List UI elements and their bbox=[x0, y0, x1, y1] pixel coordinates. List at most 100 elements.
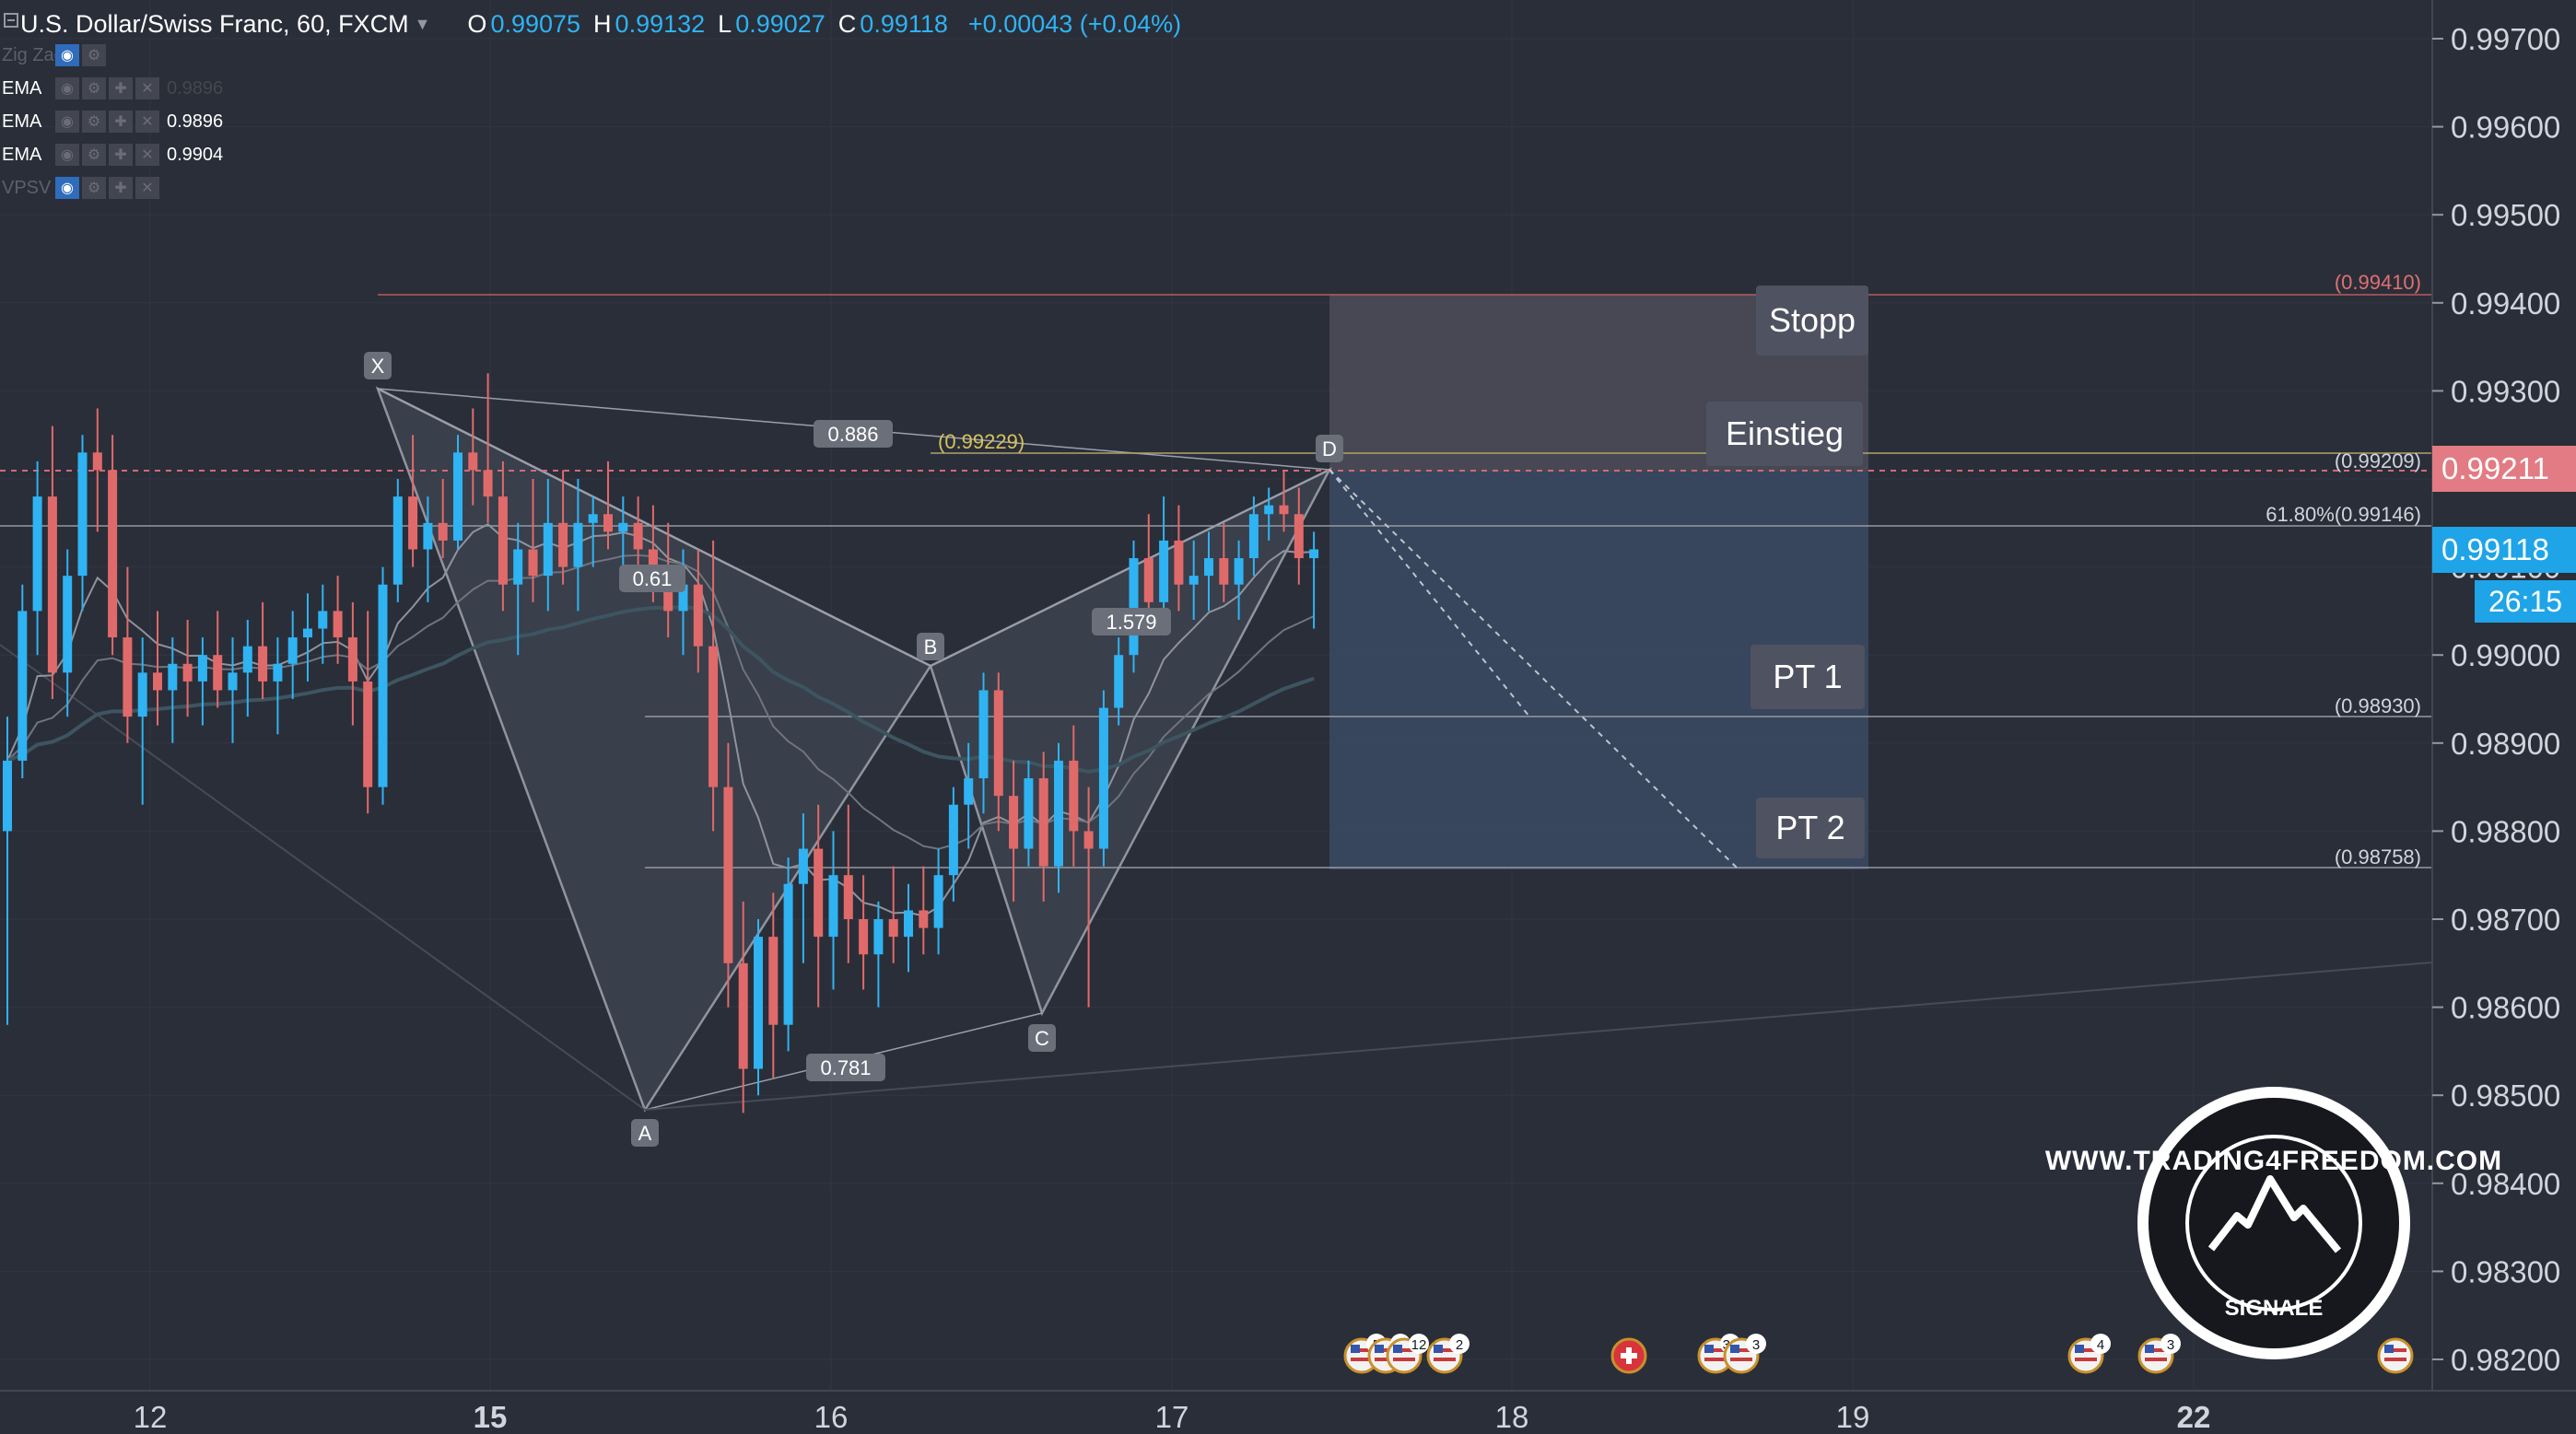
candle-body bbox=[1038, 778, 1048, 867]
candle-body bbox=[513, 549, 523, 585]
pt1-zone-label[interactable]: PT 1 bbox=[1751, 645, 1865, 709]
canton bbox=[2384, 1345, 2394, 1353]
us-event-icon: 4 bbox=[2067, 1334, 2111, 1374]
close-icon[interactable]: ✕ bbox=[135, 111, 159, 133]
pattern-labels: X A B C D 0.61 0.886 0.781 1.579 (0.99410) (0.9920… bbox=[364, 271, 2421, 1147]
high-value: 0.99132 bbox=[615, 9, 706, 38]
candle bbox=[1159, 496, 1169, 620]
candle-body bbox=[182, 663, 193, 682]
logo-sub-text: SIGNALE bbox=[2225, 1296, 2324, 1321]
candle-body bbox=[693, 584, 703, 647]
candle-body bbox=[618, 522, 628, 532]
close-icon[interactable]: ✕ bbox=[135, 144, 159, 166]
candle bbox=[423, 496, 433, 602]
point-d-label-text: D bbox=[1322, 437, 1337, 461]
candle-body bbox=[888, 919, 898, 938]
more-icon[interactable]: ✚ bbox=[109, 177, 133, 199]
candle bbox=[904, 883, 913, 973]
symbol-title[interactable]: U.S. Dollar/Swiss Franc, 60, FXCM bbox=[20, 9, 409, 38]
candle bbox=[273, 637, 283, 735]
ratio-xd-label-text: 0.886 bbox=[827, 423, 878, 446]
pt2-zone-label[interactable]: PT 2 bbox=[1756, 798, 1865, 858]
candle-body bbox=[423, 522, 433, 550]
point-a-label-bg bbox=[631, 1119, 659, 1147]
candle-body bbox=[47, 496, 57, 673]
harmonic-pattern-bcd bbox=[929, 467, 1332, 1017]
open-label: O bbox=[467, 9, 487, 38]
candle-body bbox=[242, 646, 252, 673]
eye-icon[interactable]: ◉ bbox=[55, 144, 79, 166]
candle-body bbox=[378, 584, 388, 787]
candle bbox=[347, 601, 357, 726]
badge-count: 12 bbox=[1411, 1337, 1427, 1353]
gear-icon[interactable]: ⚙ bbox=[82, 44, 106, 66]
stripe bbox=[2145, 1348, 2167, 1352]
eye-icon[interactable]: ◉ bbox=[55, 177, 79, 199]
candle-body bbox=[798, 848, 808, 884]
price-tick-label: 0.98500 bbox=[2451, 1078, 2560, 1113]
candle-body bbox=[1069, 760, 1079, 832]
badge-bg bbox=[1449, 1334, 1469, 1354]
candle-body bbox=[1309, 549, 1319, 559]
eye-icon[interactable]: ◉ bbox=[55, 111, 79, 133]
candle-body bbox=[333, 611, 343, 638]
more-icon[interactable]: ✚ bbox=[109, 111, 133, 133]
candle bbox=[573, 479, 583, 612]
candle-body bbox=[738, 962, 748, 1069]
candle bbox=[378, 566, 388, 805]
candle-body bbox=[768, 937, 779, 1025]
stop-zone-label[interactable]: Stopp bbox=[1756, 286, 1868, 356]
eye-icon[interactable]: ◉ bbox=[55, 44, 79, 66]
more-icon[interactable]: ✚ bbox=[109, 144, 133, 166]
indicator-name: VPSV bbox=[2, 177, 52, 198]
gear-icon[interactable]: ⚙ bbox=[82, 77, 106, 99]
close-icon[interactable]: ✕ bbox=[135, 77, 159, 99]
candle bbox=[1174, 505, 1184, 612]
close-icon[interactable]: ✕ bbox=[135, 177, 159, 199]
us-event-icon: 3 bbox=[1723, 1334, 1766, 1374]
candle-body bbox=[92, 452, 102, 471]
stripe bbox=[1351, 1348, 1373, 1352]
indicator-ema-3[interactable]: EMA ◉ ⚙ ✚ ✕ 0.9904 bbox=[0, 140, 223, 169]
indicator-zigzag[interactable]: Zig Zag ◉ ⚙ bbox=[0, 41, 113, 70]
price-tick-label: 0.98200 bbox=[2451, 1343, 2560, 1377]
price-tick-label: 0.99700 bbox=[2451, 22, 2560, 56]
ratio-xb-label-bg bbox=[619, 565, 685, 592]
gear-icon[interactable]: ⚙ bbox=[82, 111, 106, 133]
candle bbox=[1054, 742, 1063, 893]
candle bbox=[814, 804, 824, 1008]
indicator-ema-1[interactable]: EMA ◉ ⚙ ✚ ✕ 0.9896 bbox=[0, 74, 223, 103]
candle bbox=[333, 576, 343, 664]
ratio-xd-label: 0.886 bbox=[814, 420, 893, 448]
ch-event-icon bbox=[1610, 1337, 1647, 1374]
close-label: C bbox=[837, 9, 857, 38]
candle-body bbox=[859, 919, 869, 955]
indicator-vpsv[interactable]: VPSV ◉ ⚙ ✚ ✕ bbox=[0, 173, 167, 203]
gear-icon[interactable]: ⚙ bbox=[82, 144, 106, 166]
more-icon[interactable]: ✚ bbox=[109, 77, 133, 99]
chevron-down-icon[interactable]: ▼ bbox=[414, 14, 431, 33]
gear-icon[interactable]: ⚙ bbox=[82, 177, 106, 199]
badge-bg bbox=[1409, 1334, 1429, 1354]
candle-body bbox=[63, 576, 73, 673]
time-tick-label: 12 bbox=[134, 1400, 168, 1434]
trendline-left bbox=[0, 644, 646, 1111]
entry-zone-label[interactable]: Einstieg bbox=[1706, 402, 1863, 466]
time-axis-ticks: 12 15 16 17 18 19 22 bbox=[134, 1400, 2211, 1434]
candle bbox=[92, 408, 102, 532]
candle bbox=[1038, 752, 1048, 902]
candle-body bbox=[873, 919, 884, 955]
badge-bg bbox=[1746, 1334, 1766, 1354]
stop-level-label: (0.99410) bbox=[2335, 271, 2421, 294]
point-a-label: A bbox=[631, 1119, 659, 1147]
candle bbox=[168, 637, 178, 743]
point-c-label-bg bbox=[1028, 1024, 1056, 1052]
candle-body bbox=[438, 522, 448, 541]
collapse-legend-icon[interactable] bbox=[4, 13, 18, 28]
candle-body bbox=[3, 760, 12, 832]
canton bbox=[1434, 1345, 1443, 1353]
eye-icon[interactable]: ◉ bbox=[55, 77, 79, 99]
indicator-ema-2[interactable]: EMA ◉ ⚙ ✚ ✕ 0.9896 bbox=[0, 107, 223, 136]
